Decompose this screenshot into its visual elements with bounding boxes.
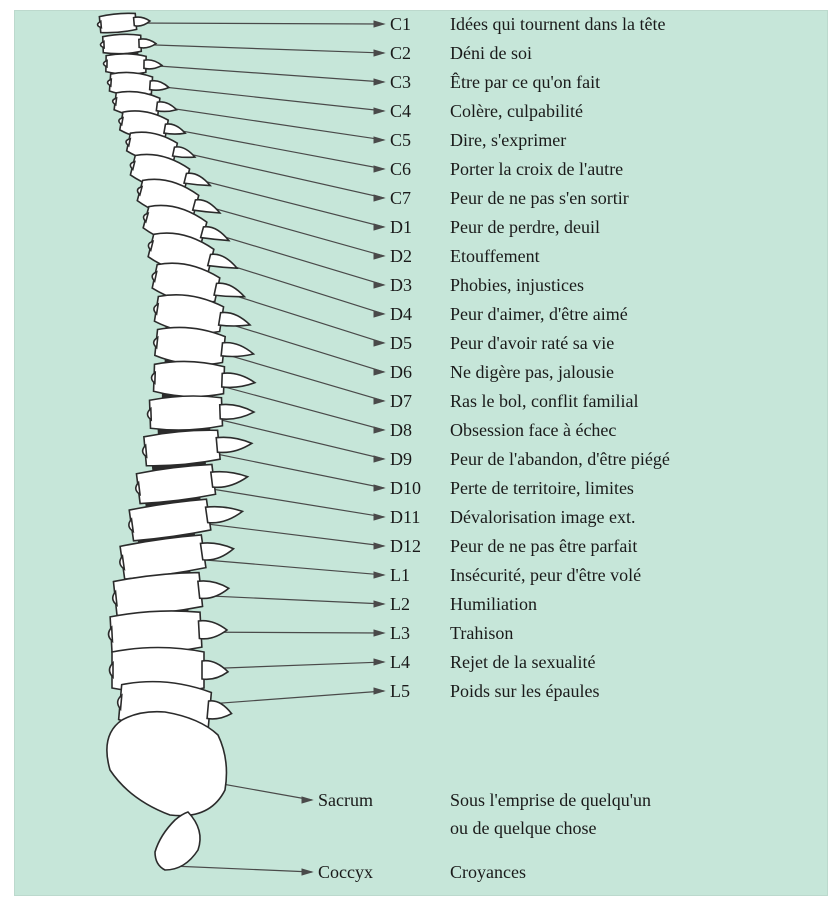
vertebra-code-L2: L2: [390, 594, 410, 614]
vertebra-code-Coccyx: Coccyx: [318, 862, 373, 882]
vertebra-desc-L3: Trahison: [450, 623, 513, 643]
vertebra-code-L3: L3: [390, 623, 410, 643]
vertebra-desc-L4: Rejet de la sexualité: [450, 652, 595, 672]
vertebra-code-L4: L4: [390, 652, 410, 672]
vertebra-code-D6: D6: [390, 362, 412, 382]
vertebra-code-D5: D5: [390, 333, 412, 353]
spine-diagram: C1 Idées qui tournent dans la tête C2 Déni …: [0, 0, 840, 900]
vertebra-desc-D3: Phobies, injustices: [450, 275, 584, 295]
vertebra-code-D4: D4: [390, 304, 412, 324]
vertebra-code-C6: C6: [390, 159, 411, 179]
vertebra-code-D11: D11: [390, 507, 420, 527]
vertebra-desc-D6: Ne digère pas, jalousie: [450, 362, 614, 382]
vertebra-code-D2: D2: [390, 246, 412, 266]
vertebra-desc-L2: Humiliation: [450, 594, 537, 614]
vertebra-code-D1: D1: [390, 217, 412, 237]
vertebra-code-Sacrum: Sacrum: [318, 790, 373, 810]
vertebra-desc-D1: Peur de perdre, deuil: [450, 217, 600, 237]
vertebra-desc-C2: Déni de soi: [450, 43, 532, 63]
vertebra-desc-C6: Porter la croix de l'autre: [450, 159, 623, 179]
vertebra-desc-D5: Peur d'avoir raté sa vie: [450, 333, 614, 353]
vertebra-desc-D7: Ras le bol, conflit familial: [450, 391, 638, 411]
vertebra-desc-D9: Peur de l'abandon, d'être piégé: [450, 449, 670, 469]
vertebra-desc-D4: Peur d'aimer, d'être aimé: [450, 304, 628, 324]
background-panel: [14, 10, 828, 896]
vertebra-desc-L5: Poids sur les épaules: [450, 681, 599, 701]
vertebra-desc-L1: Insécurité, peur d'être volé: [450, 565, 641, 585]
vertebra-desc-D8: Obsession face à échec: [450, 420, 616, 440]
vertebra-code-C3: C3: [390, 72, 411, 92]
vertebra-desc-cont: ou de quelque chose: [450, 818, 596, 838]
vertebra-desc-C5: Dire, s'exprimer: [450, 130, 566, 150]
vertebra-code-D7: D7: [390, 391, 412, 411]
vertebra-desc-D11: Dévalorisation image ext.: [450, 507, 635, 527]
vertebra-desc-Sacrum: Sous l'emprise de quelqu'un: [450, 790, 651, 810]
vertebra-code-D3: D3: [390, 275, 412, 295]
vertebra-desc-C4: Colère, culpabilité: [450, 101, 583, 121]
vertebra-code-L5: L5: [390, 681, 410, 701]
vertebra-code-C5: C5: [390, 130, 411, 150]
vertebra-desc-D10: Perte de territoire, limites: [450, 478, 634, 498]
vertebra-desc-D2: Etouffement: [450, 246, 540, 266]
vertebra-code-D8: D8: [390, 420, 412, 440]
vertebra-code-L1: L1: [390, 565, 410, 585]
vertebra-code-C1: C1: [390, 14, 411, 34]
vertebra-code-D9: D9: [390, 449, 412, 469]
vertebra-desc-C7: Peur de ne pas s'en sortir: [450, 188, 629, 208]
vertebra-desc-Coccyx: Croyances: [450, 862, 526, 882]
vertebra-code-D12: D12: [390, 536, 421, 556]
vertebra-code-C2: C2: [390, 43, 411, 63]
vertebra-code-C7: C7: [390, 188, 411, 208]
vertebra-code-D10: D10: [390, 478, 421, 498]
vertebra-code-C4: C4: [390, 101, 411, 121]
vertebra-desc-C3: Être par ce qu'on fait: [450, 72, 600, 92]
vertebra-desc-D12: Peur de ne pas être parfait: [450, 536, 637, 556]
vertebra-desc-C1: Idées qui tournent dans la tête: [450, 14, 665, 34]
